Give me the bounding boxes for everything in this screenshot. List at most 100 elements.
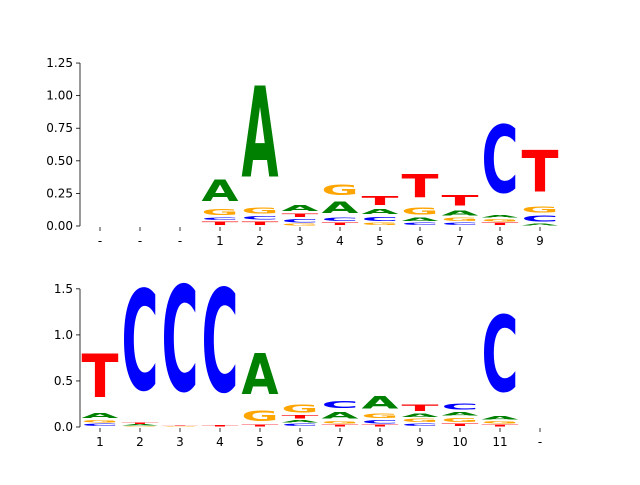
logo-letter-G: G [202,208,239,217]
logo-letter-A: A [242,344,279,408]
x-tick-label: 8 [376,435,384,449]
logo-letter-C: C [522,214,559,223]
logo-letter-A: A [322,411,360,421]
logo-letter-T: T [122,422,159,424]
logo-letter-T: T [281,415,319,420]
logo-letter-T: T [82,342,119,411]
logo-letter-G: G [482,421,519,425]
logo-letter-T: T [322,222,359,226]
x-tick-label: 11 [492,435,507,449]
logo-letter-G: G [402,205,439,217]
logo-letter-T: T [522,139,559,205]
logo-letter-T: T [442,423,479,427]
logo-letter-T: T [282,213,320,218]
logo-letter-C: C [202,261,239,426]
y-tick-label: 0.75 [46,121,73,135]
logo-letter-T: T [482,424,519,427]
logo-letter-C: C [442,222,479,226]
x-tick-label: 1 [96,435,104,449]
logo-letter-G: G [242,408,279,425]
x-tick-label: - [178,234,182,248]
y-tick-label: 1.0 [54,328,73,342]
logo-letter-C: C [282,218,319,223]
logo-letter-A: A [442,411,480,417]
logo-letter-C: C [402,222,439,226]
y-tick-label: 0.0 [54,420,73,434]
logo-letter-A: A [402,217,440,222]
y-tick-label: 0.5 [54,374,73,388]
logo-letter-T: T [202,221,240,226]
logo-letter-A: A [522,223,560,226]
logo-letter-C: C [482,106,519,214]
logo-letter-C: C [282,423,319,427]
logo-letter-A: A [282,420,320,424]
x-tick-label: 9 [416,435,424,449]
logo-letter-A: A [322,199,360,217]
logo-letter-T: T [162,425,199,426]
logo-letter-T: T [242,221,280,226]
logo-panel-1: 0.000.250.500.751.001.25- - -1 2 3 4 5 6 7 8 9TCGA… [46,56,559,248]
x-tick-label: 10 [452,435,467,449]
x-tick-label: 9 [536,234,544,248]
logo-letter-G: G [122,426,159,427]
y-tick-label: 0.25 [46,186,73,200]
logo-letter-G: G [482,218,519,222]
x-tick-label: - [538,435,542,449]
y-tick-label: 1.5 [54,282,73,296]
logo-letter-G: G [362,412,399,419]
y-tick-label: 1.25 [46,56,73,70]
logo-letter-G: G [442,217,479,222]
logo-letter-A: A [282,204,320,213]
x-tick-label: 7 [336,435,344,449]
x-tick-label: 4 [336,234,344,248]
x-tick-label: - [98,234,102,248]
y-tick-label: 0.00 [46,219,73,233]
logo-letter-C: C [161,255,198,425]
logo-letter-G: G [162,426,199,427]
logo-letter-C: C [82,423,119,427]
logo-letter-C: C [402,423,439,427]
logo-letter-T: T [362,424,399,427]
logo-letter-T: T [362,194,399,208]
x-tick-label: - [138,234,142,248]
logo-letter-A: A [362,208,400,216]
logo-letter-A: A [82,412,120,420]
x-tick-label: 8 [496,234,504,248]
logo-letter-C: C [242,216,279,221]
logo-letter-A: A [122,424,159,426]
y-tick-label: 1.00 [46,89,73,103]
logo-letter-G: G [82,420,119,424]
x-tick-label: 2 [256,234,264,248]
logo-letter-G: G [282,402,319,415]
logo-letter-C: C [441,402,478,411]
x-tick-label: 7 [456,234,464,248]
x-tick-label: 1 [216,234,224,248]
logo-letter-A: A [482,416,520,421]
logo-letter-A: A [442,209,480,217]
logo-letter-C: C [361,216,398,222]
logo-letter-A: A [242,62,279,207]
logo-letter-G: G [322,421,359,425]
logo-letter-A: A [482,214,520,218]
logo-letter-T: T [482,222,519,226]
logo-letter-T: T [322,424,359,427]
logo-letter-T: T [442,192,479,209]
logo-letter-G: G [522,205,559,214]
x-tick-label: 2 [136,435,144,449]
logo-letter-G: G [402,418,439,424]
logo-letter-T: T [401,403,439,413]
x-tick-label: 3 [296,234,304,248]
y-tick-label: 0.50 [46,154,73,168]
logo-letter-C: C [202,217,239,221]
logo-letter-G: G [282,223,319,226]
logo-letter-A: A [402,413,440,418]
logo-letter-A: A [362,394,399,413]
x-tick-label: 6 [416,234,424,248]
x-tick-label: 5 [376,234,384,248]
x-tick-label: 3 [176,435,184,449]
logo-letter-T: T [202,425,239,427]
logo-letter-G: G [321,182,358,199]
